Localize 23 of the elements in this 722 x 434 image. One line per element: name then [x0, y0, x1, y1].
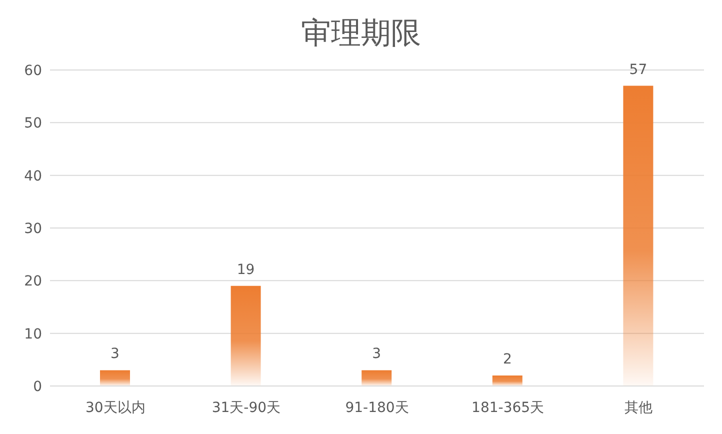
bar	[230, 286, 261, 386]
y-tick-label: 50	[24, 116, 42, 132]
x-tick-label: 其他	[624, 400, 653, 416]
bar	[362, 370, 392, 386]
bar	[492, 375, 522, 386]
y-tick-label: 20	[24, 274, 42, 290]
y-tick-label: 10	[24, 326, 42, 342]
x-tick-label: 181-365天	[472, 400, 544, 416]
y-tick-label: 30	[24, 220, 42, 237]
y-tick-label: 60	[24, 62, 42, 79]
data-label: 3	[110, 346, 120, 362]
x-tick-label: 91-180天	[345, 400, 409, 416]
data-label: 57	[629, 62, 648, 78]
y-tick-label: 40	[24, 168, 42, 184]
x-tick-label: 30天以内	[85, 400, 146, 416]
y-tick-label: 0	[33, 378, 42, 395]
bar	[100, 370, 130, 386]
chart-title: 审理期限	[300, 15, 422, 53]
data-label: 2	[502, 351, 512, 368]
data-label: 3	[372, 346, 382, 362]
bar	[623, 86, 654, 386]
x-tick-label: 31天-90天	[212, 400, 281, 416]
data-label: 19	[236, 262, 255, 278]
